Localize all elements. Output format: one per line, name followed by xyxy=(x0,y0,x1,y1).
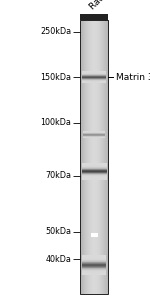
Bar xyxy=(103,20,104,294)
Bar xyxy=(82,170,107,171)
Bar xyxy=(98,20,99,294)
Bar xyxy=(82,269,106,270)
Bar xyxy=(82,268,106,269)
Bar xyxy=(84,20,85,294)
Bar xyxy=(82,259,106,260)
Bar xyxy=(92,20,93,294)
Bar xyxy=(82,262,106,263)
Bar xyxy=(82,270,106,271)
Bar xyxy=(97,20,98,294)
Bar xyxy=(107,20,108,294)
Bar xyxy=(82,271,106,272)
Bar xyxy=(90,20,91,294)
Bar xyxy=(82,269,106,270)
Bar xyxy=(101,20,102,294)
Bar xyxy=(82,172,107,173)
Bar xyxy=(82,263,106,264)
Bar xyxy=(106,20,107,294)
Bar xyxy=(82,258,106,259)
Bar xyxy=(86,20,87,294)
Bar xyxy=(108,20,109,294)
Bar xyxy=(82,259,106,260)
Bar xyxy=(82,171,107,172)
Bar xyxy=(82,175,107,176)
Bar xyxy=(87,20,88,294)
Bar xyxy=(82,264,106,265)
Bar xyxy=(85,20,86,294)
Bar xyxy=(82,179,107,180)
Bar xyxy=(94,20,95,294)
Bar xyxy=(82,266,106,267)
Bar xyxy=(81,20,82,294)
Bar xyxy=(82,165,107,166)
Text: 150kDa: 150kDa xyxy=(40,73,71,82)
Text: 70kDa: 70kDa xyxy=(45,171,71,180)
Bar xyxy=(93,20,94,294)
Bar xyxy=(82,255,106,256)
Bar xyxy=(82,178,107,179)
Bar xyxy=(91,20,92,294)
Bar xyxy=(82,265,106,266)
Bar xyxy=(82,177,107,178)
Bar xyxy=(82,164,107,165)
Bar xyxy=(82,176,107,177)
Bar xyxy=(83,20,84,294)
Bar xyxy=(82,260,106,261)
Bar xyxy=(82,174,107,175)
Bar xyxy=(104,20,105,294)
Bar xyxy=(82,164,107,165)
Bar xyxy=(82,169,107,170)
Bar xyxy=(99,20,100,294)
Text: 50kDa: 50kDa xyxy=(45,227,71,236)
Bar xyxy=(82,20,83,294)
Bar xyxy=(82,166,107,167)
Bar xyxy=(82,267,106,268)
Text: Matrin 3: Matrin 3 xyxy=(116,73,150,82)
Bar xyxy=(100,20,101,294)
Bar xyxy=(82,257,106,258)
Bar xyxy=(95,20,96,294)
Bar xyxy=(88,20,89,294)
Bar xyxy=(101,20,102,294)
Text: 250kDa: 250kDa xyxy=(40,27,71,36)
Bar xyxy=(82,168,107,169)
Bar xyxy=(82,272,106,273)
Bar xyxy=(82,274,106,275)
Bar xyxy=(89,20,90,294)
Bar xyxy=(82,163,107,164)
Bar xyxy=(80,14,108,20)
Bar xyxy=(84,20,85,294)
Bar xyxy=(80,20,108,294)
Bar xyxy=(82,173,107,174)
Bar xyxy=(82,256,106,257)
Text: Rat brain: Rat brain xyxy=(88,0,123,11)
Bar xyxy=(93,20,94,294)
Bar xyxy=(82,172,107,173)
Bar xyxy=(82,274,106,275)
Bar xyxy=(105,20,106,294)
Text: 100kDa: 100kDa xyxy=(40,118,71,127)
Bar xyxy=(96,20,97,294)
Bar xyxy=(91,233,98,237)
Bar xyxy=(82,261,106,262)
Text: 40kDa: 40kDa xyxy=(45,255,71,264)
Bar xyxy=(86,20,87,294)
Bar xyxy=(82,175,107,176)
Bar xyxy=(82,273,106,274)
Bar xyxy=(82,167,107,168)
Bar xyxy=(100,20,101,294)
Bar xyxy=(102,20,103,294)
Bar xyxy=(80,20,81,294)
